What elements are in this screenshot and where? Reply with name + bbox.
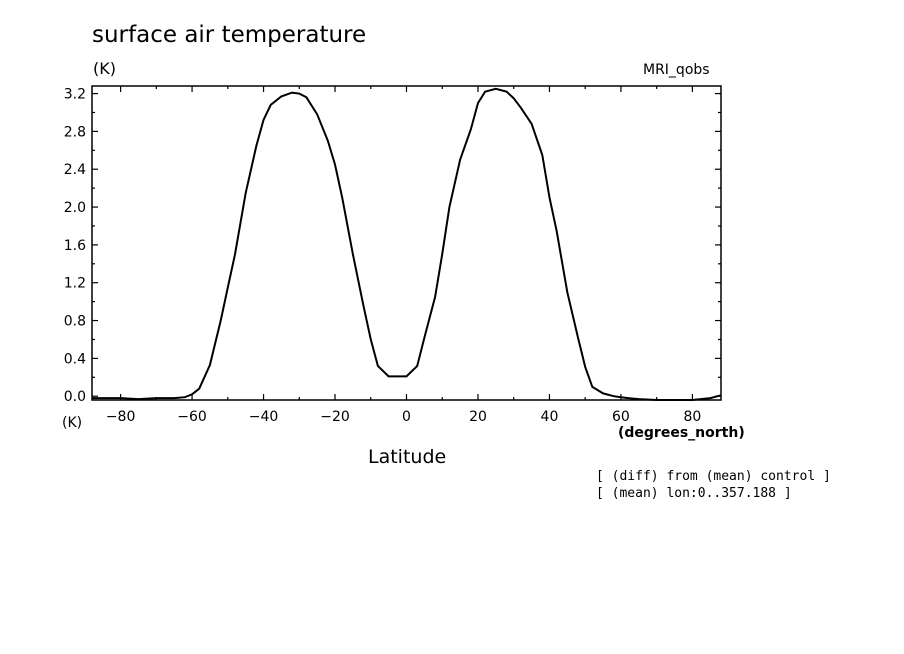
x-tick-label: −20 — [320, 409, 350, 425]
x-tick-label: 40 — [541, 409, 559, 425]
run-label: MRI_qobs — [643, 62, 710, 78]
y-tick-label: 1.6 — [64, 238, 86, 254]
x-axis-label: Latitude — [368, 446, 447, 468]
chart-title: surface air temperature — [92, 22, 367, 48]
axis-ticks — [92, 86, 721, 400]
y-tick-label: 3.2 — [64, 87, 86, 103]
y-tick-label: 2.4 — [64, 162, 86, 178]
plot-frame — [91, 85, 722, 401]
y-tick-label: 2.0 — [64, 200, 86, 216]
axis-tick-labels: −80 −60 −40 −20 0 20 40 60 80 0.0 0.4 0.8 1.2 1.6 2.0 2… — [64, 87, 702, 425]
x-tick-label: −60 — [177, 409, 207, 425]
diff-note: [ (diff) from (mean) control ] — [596, 469, 831, 484]
y-tick-label: 0.0 — [64, 389, 86, 405]
y-tick-label: 0.8 — [64, 314, 86, 330]
x-tick-label: 60 — [612, 409, 630, 425]
series-line — [92, 87, 722, 401]
y-axis-unit: (K) — [93, 59, 116, 78]
y-tick-label: 2.8 — [64, 124, 86, 140]
x-tick-label: 0 — [402, 409, 411, 425]
y-tick-label: 0.4 — [64, 351, 86, 367]
x-tick-label: −40 — [249, 409, 279, 425]
x-tick-label: 80 — [683, 409, 701, 425]
x-axis-left-unit: (K) — [62, 415, 83, 431]
mean-note: [ (mean) lon:0..357.188 ] — [596, 486, 792, 501]
y-tick-label: 1.2 — [64, 276, 86, 292]
x-tick-label: 20 — [469, 409, 487, 425]
x-tick-label: −80 — [106, 409, 136, 425]
x-axis-unit: (degrees_north) — [618, 425, 745, 441]
